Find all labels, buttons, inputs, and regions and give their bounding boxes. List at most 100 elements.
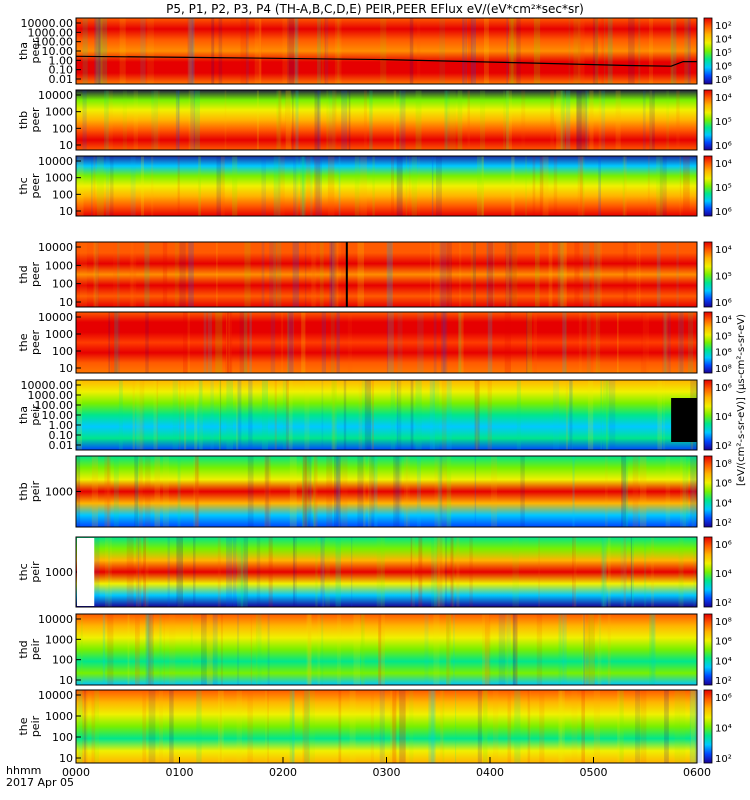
spectrogram-stripe <box>416 456 421 527</box>
spectrogram-stripe <box>640 312 647 373</box>
spectrogram-stripe <box>127 614 130 685</box>
spectrogram-stripe <box>670 18 674 84</box>
spectrogram-stripe <box>593 312 598 373</box>
spectrogram-stripe <box>503 90 505 150</box>
spectrogram-stripe <box>93 156 96 216</box>
probe-label: tha <box>17 42 30 60</box>
spectrogram-stripe <box>623 537 626 607</box>
y-tick-label: 1000.00 <box>28 389 74 402</box>
spectrogram-stripe <box>415 90 422 150</box>
spectrogram-stripe <box>556 90 563 150</box>
spectrogram-stripe <box>104 90 109 150</box>
panel-frame <box>75 241 698 308</box>
spectrogram-stripe <box>477 156 484 216</box>
spectrogram-stripe <box>635 690 641 763</box>
y-tick-label: 0.01 <box>49 73 74 86</box>
spectrogram-stripe <box>278 90 282 150</box>
spectrogram-stripe <box>315 156 322 216</box>
spectrogram-stripe <box>110 312 118 373</box>
spectrogram-stripe <box>619 690 624 763</box>
colorbar-label: [eV/(cm²-s-sr-eV)] (µs-cm²-s-sr-eV) <box>736 314 747 486</box>
spectrogram-stripe <box>396 156 403 216</box>
spectrogram-stripe <box>353 614 360 685</box>
spectrogram-image <box>76 312 697 373</box>
spectrogram-stripe <box>190 90 195 150</box>
spectrogram-stripe <box>106 90 113 150</box>
spectrogram-stripe <box>96 18 98 84</box>
x-tick-label: 0400 <box>476 766 504 779</box>
spectrogram-stripe <box>449 242 452 307</box>
spectrogram-stripe <box>270 312 276 373</box>
spectrogram-stripe <box>159 614 162 685</box>
spectrogram-stripe <box>472 242 476 307</box>
spectrogram-stripe <box>287 312 290 373</box>
spectrogram-stripe <box>264 456 271 527</box>
spectrogram-stripe <box>302 690 309 763</box>
colorbar-tick-label: 10⁴ <box>715 656 732 667</box>
colorbar-tick-label: 10⁸ <box>715 617 732 628</box>
spectrogram-stripe <box>390 690 396 763</box>
spectrogram-stripe <box>98 18 101 84</box>
probe-label: thb <box>17 111 30 129</box>
spectrogram-stripe <box>418 537 423 607</box>
spectrogram-stripe <box>609 380 616 450</box>
spectrogram-stripe <box>679 312 684 373</box>
colorbar-tick-label: 10⁴ <box>715 724 732 735</box>
spectrogram-stripe <box>198 156 200 216</box>
spectrogram-stripe <box>513 614 516 685</box>
spectrogram-stripe <box>514 690 521 763</box>
spectrogram-stripe <box>439 18 446 84</box>
spectrogram-stripe <box>187 312 190 373</box>
spectrogram-stripe <box>662 312 669 373</box>
spectrogram-stripe <box>108 312 111 373</box>
spectrogram-stripe <box>135 614 140 685</box>
y-tick-label: 10000.00 <box>21 379 74 392</box>
spectrogram-stripe <box>628 18 635 84</box>
spectrogram-stripe <box>245 18 249 84</box>
spectrogram-stripe <box>437 456 442 527</box>
spectrogram-stripe <box>129 242 137 307</box>
spectrogram-stripe <box>399 690 406 763</box>
spectrogram-stripe <box>642 312 650 373</box>
spectrogram-stripe <box>227 312 230 373</box>
spectrogram-stripe <box>582 614 586 685</box>
spectrogram-stripe <box>153 380 158 450</box>
spectrogram-stripe <box>243 312 248 373</box>
spectrogram-stripe <box>362 614 365 685</box>
spectrogram-stripe <box>287 18 295 84</box>
spectrogram-stripe <box>679 690 686 763</box>
spectrogram-stripe <box>295 18 297 84</box>
panel-thd-peir: thd peir 10000 1000 100 10 10⁸ 10⁶ 10⁴ 10² <box>17 613 732 687</box>
spectrogram-stripe <box>429 242 432 307</box>
spectrogram-stripe <box>256 537 261 607</box>
spectrogram-stripe <box>679 156 681 216</box>
spectrogram-stripe <box>324 18 329 84</box>
panel-the-peir: the peir 10000 1000 100 10 10⁶ 10⁴ 10² <box>17 689 732 765</box>
colorbar-tick-label: 10⁶ <box>715 207 732 218</box>
spectrogram-stripe <box>674 690 680 763</box>
y-tick-label: 1000 <box>45 328 73 341</box>
spectrogram-stripe <box>532 156 536 216</box>
spectrogram-stripe <box>82 18 88 84</box>
spectrogram-stripe <box>595 312 601 373</box>
spectrogram-stripe <box>620 537 627 607</box>
spectrogram-stripe <box>147 614 154 685</box>
spectrogram-stripe <box>572 456 575 527</box>
panel-tha-peir: tha peir 10000.001000.00100.0010.001.000.1… <box>17 379 732 452</box>
spectrogram-stripe <box>302 456 307 527</box>
spectrogram-stripe <box>597 242 602 307</box>
colorbar <box>703 689 713 764</box>
spectrogram-stripe <box>510 242 518 307</box>
spectrogram-stripe <box>644 537 647 607</box>
spectrogram-stripe <box>649 18 653 84</box>
spectrogram-stripe <box>324 18 326 84</box>
spectrogram-stripe <box>292 90 294 150</box>
spectrogram-stripe <box>527 690 530 763</box>
spectrogram-stripe <box>572 537 576 607</box>
spectrogram-stripe <box>565 380 568 450</box>
spectrogram-stripe <box>94 18 101 84</box>
spectrogram-stripe <box>277 242 282 307</box>
spectrogram-stripe <box>153 90 160 150</box>
spectrogram-stripe <box>433 614 440 685</box>
panel-thb-peer: thb peer 10000 1000 100 10 10⁴ 10⁵ 10⁶ <box>17 89 732 152</box>
